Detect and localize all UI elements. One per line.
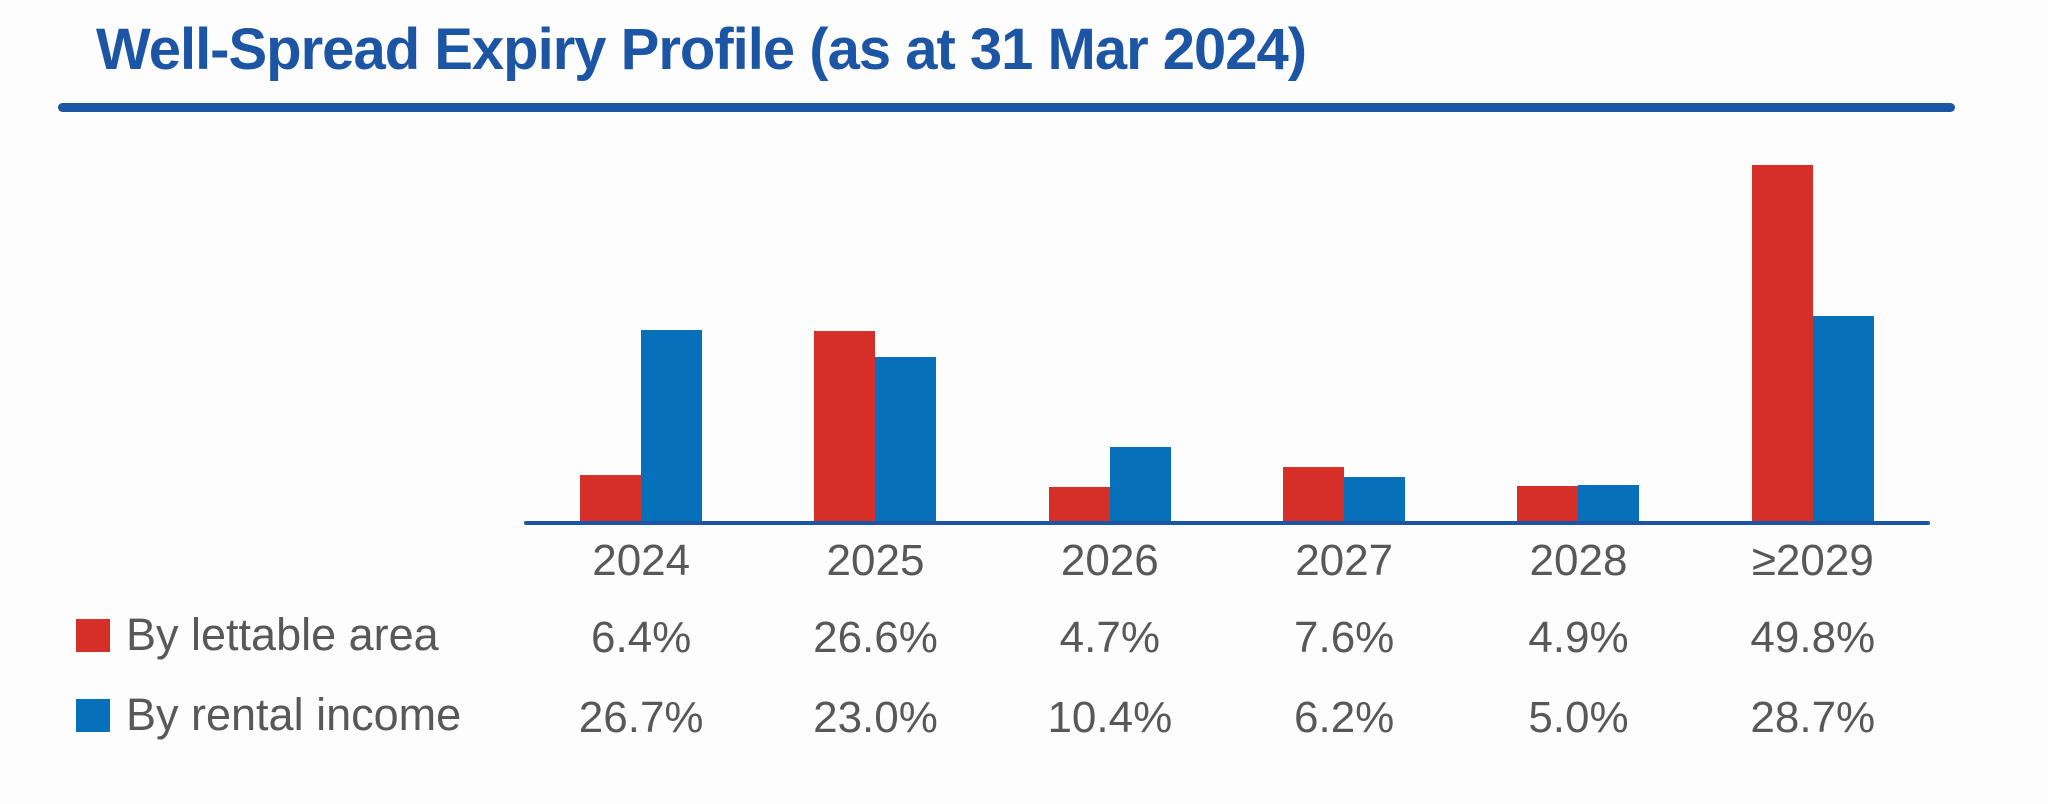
x-axis-line (524, 521, 1930, 525)
bar-group-2024 (524, 112, 758, 521)
value-rental-income-2027: 6.2% (1294, 693, 1395, 742)
legend-swatch-red-icon (76, 618, 110, 652)
value-lettable-area-2028: 4.9% (1528, 613, 1629, 662)
value-rental-income-2024: 26.7% (578, 693, 704, 742)
value-lettable-area-2027: 7.6% (1294, 613, 1395, 662)
bar-by-rental-income-2024 (641, 330, 703, 521)
value-rental-income--2029: 28.7% (1750, 693, 1876, 742)
values-row-rental-income: 26.7% 23.0% 10.4% 6.2% 5.0% 28.7% (524, 693, 1930, 743)
bar-by-rental-income-2026 (1109, 447, 1171, 521)
bar-group--2029 (1696, 112, 1930, 521)
x-label--2029: ≥2029 (1751, 536, 1874, 585)
legend-swatch-blue-icon (76, 698, 110, 732)
bar-by-lettable-area-2026 (1048, 487, 1110, 521)
value-lettable-area-2026: 4.7% (1059, 613, 1160, 662)
value-rental-income-2026: 10.4% (1047, 693, 1173, 742)
bar-by-rental-income--2029 (1812, 316, 1874, 521)
title-underline (58, 103, 1955, 112)
values-row-lettable-area: 6.4% 26.6% 4.7% 7.6% 4.9% 49.8% (524, 613, 1930, 663)
bar-group-2025 (758, 112, 992, 521)
bar-group-2026 (993, 112, 1227, 521)
bar-by-lettable-area--2029 (1751, 165, 1813, 521)
legend-label-rental-income: By rental income (126, 689, 462, 740)
value-rental-income-2025: 23.0% (813, 693, 938, 742)
bar-by-rental-income-2027 (1344, 477, 1406, 521)
value-lettable-area-2025: 26.6% (813, 613, 938, 662)
x-label-2024: 2024 (592, 536, 691, 585)
plot-area (524, 112, 1930, 521)
chart-title: Well-Spread Expiry Profile (as at 31 Mar… (96, 17, 1307, 82)
bar-by-lettable-area-2025 (814, 331, 876, 521)
value-rental-income-2028: 5.0% (1528, 693, 1629, 742)
value-lettable-area-2024: 6.4% (591, 613, 692, 662)
bar-group-2028 (1461, 112, 1695, 521)
bar-by-rental-income-2025 (875, 357, 937, 521)
legend-item-rental-income: By rental income (76, 688, 461, 742)
legend-label-lettable-area: By lettable area (126, 609, 439, 660)
legend-item-lettable-area: By lettable area (76, 608, 439, 662)
bar-by-rental-income-2028 (1578, 485, 1640, 521)
bars-row (524, 112, 1930, 521)
bar-group-2027 (1227, 112, 1461, 521)
x-label-2027: 2027 (1295, 536, 1394, 585)
bar-by-lettable-area-2024 (580, 475, 642, 521)
bar-by-lettable-area-2027 (1283, 467, 1345, 521)
x-label-2026: 2026 (1060, 536, 1159, 585)
value-lettable-area--2029: 49.8% (1750, 613, 1876, 662)
x-label-2028: 2028 (1529, 536, 1628, 585)
x-axis-labels: 2024 2025 2026 2027 2028 ≥2029 (524, 536, 1930, 586)
x-label-2025: 2025 (826, 536, 925, 585)
bar-by-lettable-area-2028 (1517, 486, 1579, 521)
